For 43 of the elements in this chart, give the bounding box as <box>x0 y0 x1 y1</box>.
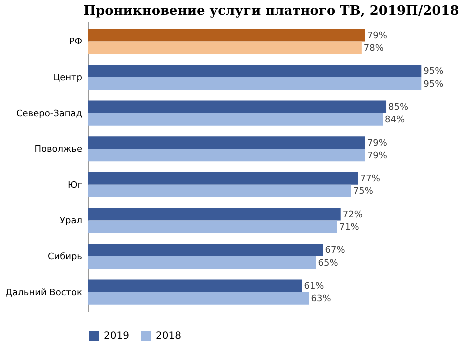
data-label: 77% <box>360 174 381 185</box>
bar <box>88 42 362 54</box>
y-tick-label: Поволжье <box>34 145 83 156</box>
data-label: 85% <box>388 103 409 114</box>
data-label: 72% <box>342 210 364 220</box>
data-label: 63% <box>311 294 332 305</box>
data-label: 84% <box>385 116 406 126</box>
data-label: 65% <box>318 258 339 269</box>
y-tick-label: Сибирь <box>48 252 82 263</box>
chart-title: Проникновение услуги платного ТВ, 2019П/2018 <box>84 4 460 19</box>
y-tick-label: Урал <box>60 216 82 227</box>
data-label: 71% <box>339 222 360 233</box>
bar <box>88 256 316 270</box>
data-label: 61% <box>304 282 325 292</box>
bar <box>88 184 352 198</box>
bar <box>88 292 310 305</box>
data-label: 78% <box>364 44 384 54</box>
bar <box>88 77 422 90</box>
data-label: 79% <box>367 151 388 162</box>
y-tick-label: РФ <box>69 38 83 48</box>
data-label: 75% <box>353 187 374 198</box>
bar <box>88 149 366 162</box>
legend-label: 2019 <box>104 331 130 342</box>
data-label: 95% <box>424 67 444 78</box>
y-tick-label: Дальний Восток <box>6 288 84 298</box>
bar <box>88 29 366 42</box>
bar <box>88 220 338 234</box>
data-label: 79% <box>367 31 388 42</box>
bar <box>88 113 384 126</box>
legend-label: 2018 <box>156 331 182 342</box>
data-label: 67% <box>325 246 346 256</box>
data-label: 79% <box>367 138 388 149</box>
bar <box>88 280 302 292</box>
y-tick-label: Северо-Запад <box>16 109 82 120</box>
y-tick-label: Юг <box>68 180 83 191</box>
data-label: 95% <box>424 80 444 90</box>
bar <box>88 64 422 78</box>
bar <box>88 208 341 221</box>
bar <box>88 136 366 150</box>
y-tick-label: Центр <box>53 73 83 84</box>
bar <box>88 172 358 185</box>
bar <box>88 244 324 257</box>
bar <box>88 100 387 114</box>
